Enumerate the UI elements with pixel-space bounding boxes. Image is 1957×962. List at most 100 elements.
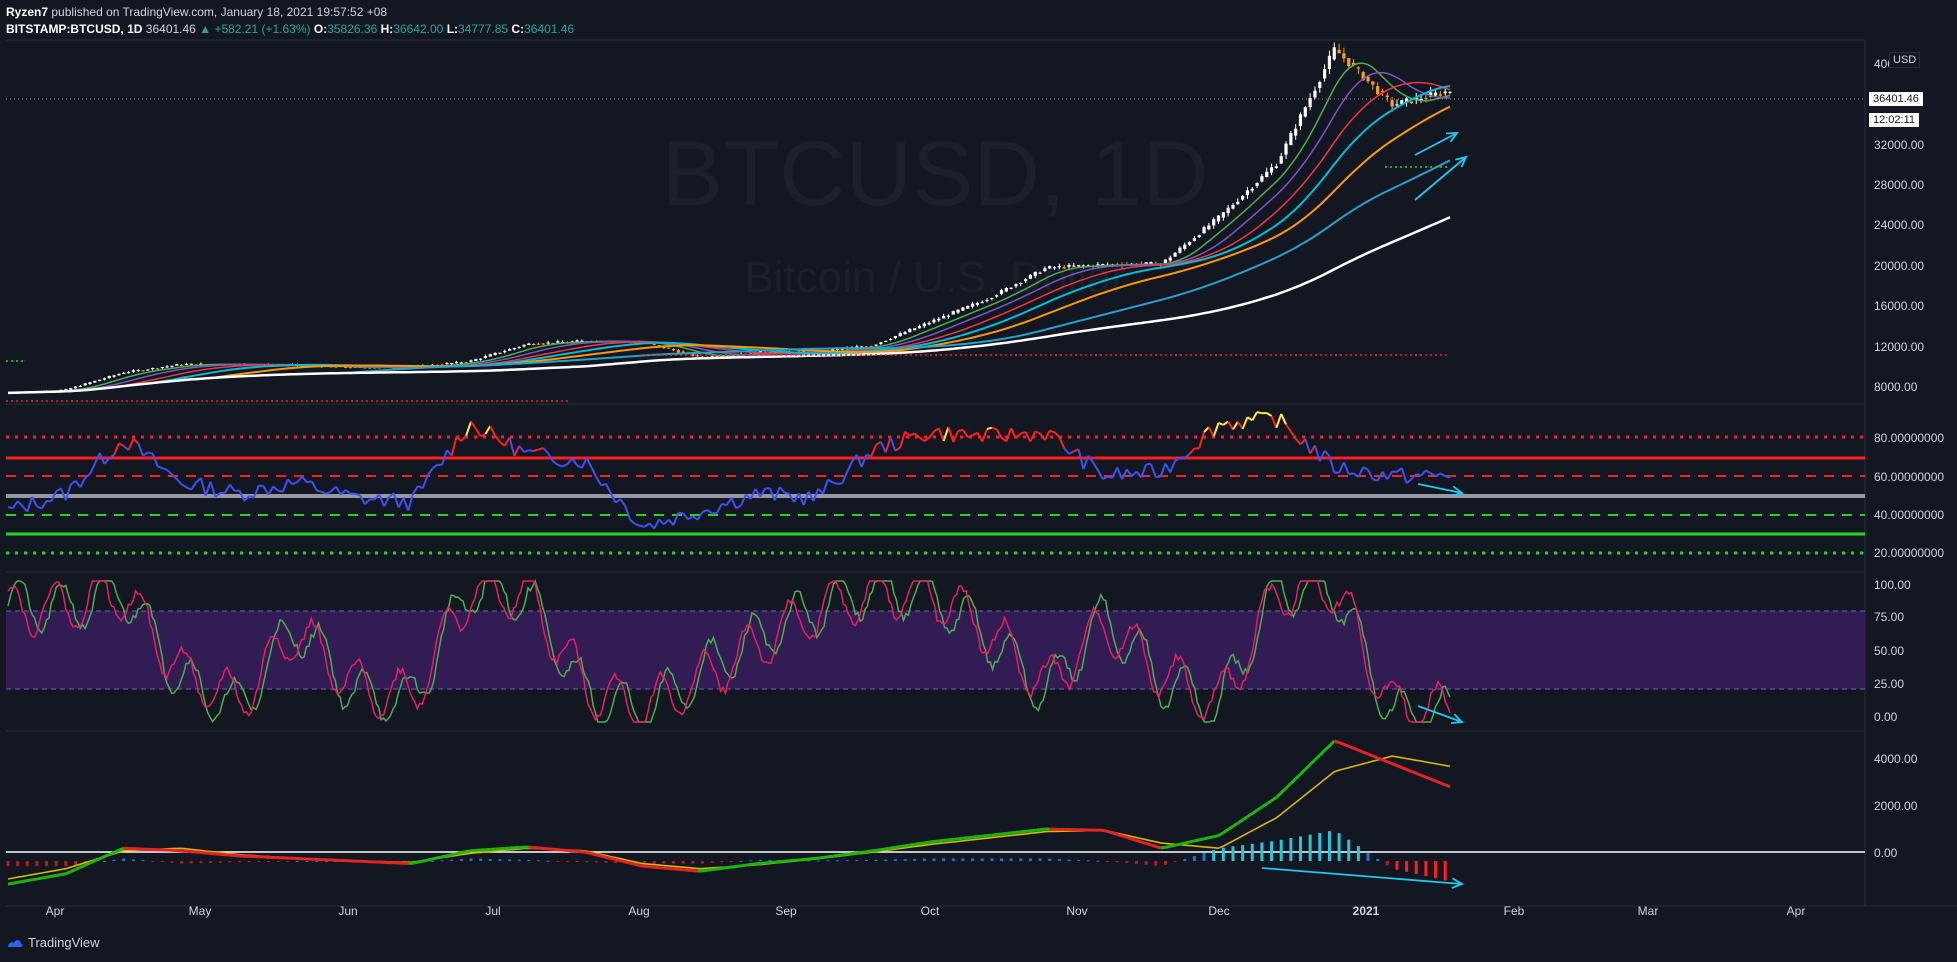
macd-histogram-bar xyxy=(430,860,434,862)
rsi-line-segment xyxy=(296,476,303,483)
candle-body xyxy=(1236,201,1240,205)
rsi-line-segment xyxy=(1309,444,1316,455)
candle-body xyxy=(88,382,92,384)
macd-line-segment xyxy=(827,854,833,859)
candle-body xyxy=(1274,166,1278,169)
stoch-band xyxy=(6,611,1865,689)
candle-body xyxy=(69,388,73,390)
candle-body xyxy=(758,351,762,353)
macd-histogram-bar xyxy=(508,859,512,862)
candle-body xyxy=(1096,264,1100,266)
rsi-line-segment xyxy=(1439,472,1446,477)
candle-body xyxy=(1433,92,1438,96)
rsi-line-segment xyxy=(870,444,878,457)
rsi-line-segment xyxy=(147,451,153,455)
rsi-line-segment xyxy=(1077,449,1085,470)
rsi-line-segment xyxy=(538,447,544,451)
rsi-line-segment xyxy=(1232,421,1239,430)
candle-body xyxy=(1385,95,1389,98)
macd-line-segment xyxy=(1006,831,1012,835)
time-label: Apr xyxy=(46,904,65,918)
macd-line-segment xyxy=(899,844,906,849)
rsi-line-segment xyxy=(70,479,77,486)
stoch-axis[interactable]: 100.00 75.00 50.00 25.00 0.00 xyxy=(1874,578,1911,724)
macd-histogram-bar xyxy=(884,859,888,862)
rsi-line-segment xyxy=(460,434,467,442)
rsi-line-segment xyxy=(595,476,603,486)
macd-histogram-bar xyxy=(816,860,820,862)
rsi-line-segment xyxy=(224,483,231,494)
macd-line-segment xyxy=(846,852,853,856)
macd-histogram-bar xyxy=(662,861,666,864)
macd-line-segment xyxy=(1391,762,1398,767)
macd-line-segment xyxy=(1367,752,1374,758)
macd-line-segment xyxy=(417,859,424,864)
currency-badge[interactable]: USD xyxy=(1889,52,1921,68)
macd-histogram-bar xyxy=(971,858,975,862)
macd-line-segment xyxy=(1165,844,1171,849)
rsi-axis[interactable]: 80.00000000 60.00000000 40.00000000 20.0… xyxy=(1874,431,1944,560)
macd-histogram-bar xyxy=(1057,859,1061,862)
macd-line-segment xyxy=(1241,815,1249,822)
rsi-line-segment xyxy=(754,488,762,498)
candle-body xyxy=(1414,97,1418,101)
rsi-line-segment xyxy=(552,460,559,466)
macd-divergence-arrow xyxy=(1261,867,1463,885)
author-name[interactable]: Ryzen7 xyxy=(6,5,49,19)
rsi-line-segment xyxy=(1270,415,1278,429)
macd-line-segment xyxy=(41,875,47,880)
tradingview-brand[interactable]: TradingView xyxy=(6,935,100,950)
rsi-line-segment xyxy=(1367,469,1374,480)
rsi-line-segment xyxy=(310,480,318,491)
macd-line-segment xyxy=(1213,834,1219,839)
macd-axis[interactable]: 4000.00 2000.00 0.00 xyxy=(1874,752,1918,860)
rsi-line-segment xyxy=(98,452,106,465)
rsi-line-segment xyxy=(1207,426,1215,437)
macd-histogram-bar xyxy=(710,861,714,863)
macd-line-segment xyxy=(962,836,968,840)
rsi-line-segment xyxy=(667,519,675,526)
macd-line-segment xyxy=(1039,827,1046,832)
rsi-line-segment xyxy=(335,485,342,496)
macd-line-segment xyxy=(451,852,457,857)
macd-line-segment xyxy=(837,853,843,858)
macd-line-segment xyxy=(1328,739,1336,747)
low-value: 34777.85 xyxy=(458,22,509,36)
macd-histogram-bar xyxy=(237,861,241,863)
macd-line-segment xyxy=(1410,769,1417,775)
rsi-line-segment xyxy=(1010,427,1017,439)
candle-body xyxy=(98,379,102,382)
candle-body xyxy=(932,319,936,323)
macd-line-segment xyxy=(99,855,106,861)
macd-line-segment xyxy=(1401,766,1408,771)
macd-line-segment xyxy=(716,866,722,871)
macd-histogram-bar xyxy=(1183,858,1187,862)
rsi-line-segment xyxy=(1174,457,1181,462)
macd-line-segment xyxy=(972,835,978,839)
rsi-line-segment xyxy=(759,487,767,498)
macd-line-segment xyxy=(871,848,877,853)
macd-line-segment xyxy=(94,857,101,863)
macd-histogram-bar xyxy=(585,861,589,863)
rsi-line-segment xyxy=(1299,438,1307,445)
time-axis[interactable]: Apr May Jun Jul Aug Sep Oct Nov Dec 2021… xyxy=(46,904,1806,918)
macd-divergence-arrow-head xyxy=(1451,877,1465,889)
rsi-line-segment xyxy=(1236,421,1244,430)
macd-histogram-bar xyxy=(980,858,984,862)
candle-body xyxy=(980,302,984,304)
rsi-line-segment xyxy=(807,491,815,502)
rsi-line-segment xyxy=(1107,475,1113,479)
rsi-line-segment xyxy=(161,467,168,471)
rsi-line-segment xyxy=(229,483,236,492)
rsi-line-segment xyxy=(1400,467,1408,484)
stoch-d-line xyxy=(7,580,1451,723)
rsi-line-segment xyxy=(1348,472,1354,475)
rsi-line-segment xyxy=(1169,460,1177,473)
macd-histogram-bar xyxy=(6,861,10,867)
candle-body xyxy=(1149,262,1153,264)
symbol-label[interactable]: BITSTAMP:BTCUSD, 1D xyxy=(6,22,143,36)
rsi-line-segment xyxy=(696,511,704,521)
candle-body xyxy=(975,302,979,305)
price-axis[interactable]: 400 32000.00 28000.00 24000.00 20000.00 … xyxy=(1874,57,1924,394)
